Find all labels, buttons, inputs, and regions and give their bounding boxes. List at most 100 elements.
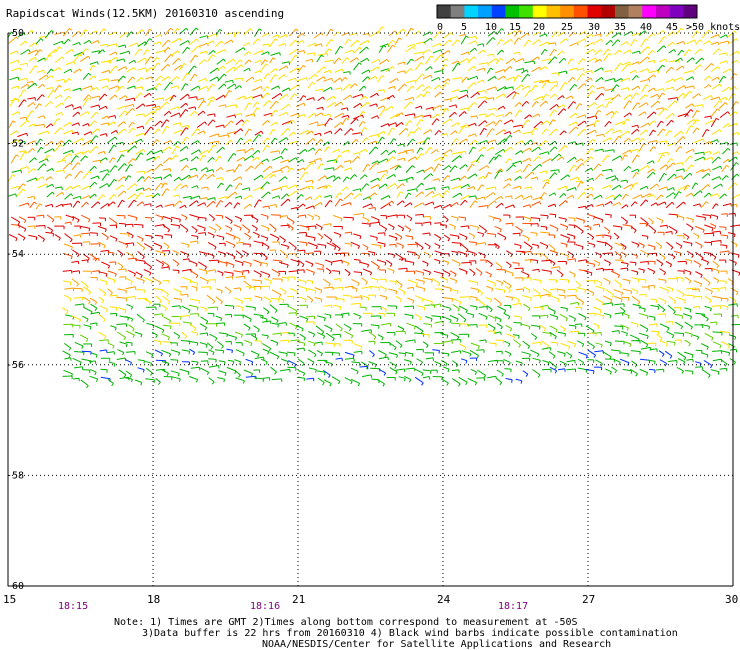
- wind-barb: [341, 186, 347, 192]
- wind-barb-tail: [494, 234, 497, 238]
- wind-barb-tail: [241, 262, 244, 266]
- wind-barb-tail: [667, 327, 670, 331]
- wind-barb-tail: [530, 251, 532, 255]
- wind-barb: [416, 182, 422, 189]
- wind-barb: [206, 169, 213, 173]
- wind-barb-tail: [439, 105, 442, 109]
- wind-barb: [728, 93, 734, 102]
- wind-barb: [368, 134, 379, 138]
- wind-barb-tail: [203, 228, 206, 232]
- wind-barb: [441, 186, 449, 189]
- wind-barb: [594, 148, 603, 152]
- wind-barb-tail: [79, 68, 82, 72]
- wind-barb: [404, 305, 414, 308]
- wind-barb: [415, 278, 425, 282]
- wind-barb-tail: [39, 49, 43, 52]
- wind-barb-tail: [47, 130, 50, 135]
- wind-barb-tail: [681, 49, 685, 53]
- wind-barb: [639, 165, 648, 171]
- wind-barb-tail: [17, 85, 20, 90]
- wind-barb-tail: [94, 193, 97, 197]
- wind-barb: [43, 154, 49, 161]
- wind-barb-tail: [465, 254, 468, 258]
- wind-barb-tail: [142, 149, 146, 153]
- wind-barb: [442, 259, 449, 263]
- wind-barb-tail: [657, 70, 660, 74]
- wind-barb: [45, 75, 52, 80]
- wind-barb-tail: [438, 238, 442, 242]
- wind-barb-tail: [628, 78, 631, 82]
- wind-barb-tail: [121, 184, 125, 188]
- wind-barb-tail: [410, 58, 414, 62]
- wind-barb-tail: [619, 284, 623, 288]
- wind-barb-tail: [608, 262, 611, 266]
- wind-barb: [710, 214, 718, 218]
- wind-barb-tail: [565, 200, 568, 204]
- wind-barb: [81, 201, 87, 208]
- wind-barb: [460, 35, 467, 45]
- wind-barb-tail: [205, 344, 208, 348]
- wind-barb: [451, 62, 459, 72]
- wind-barb: [497, 105, 504, 110]
- map-title: Rapidscat Winds(12.5KM) 20160310 ascendi…: [6, 7, 285, 20]
- wind-barb-tail: [603, 86, 605, 91]
- wind-barb-tail: [485, 316, 488, 320]
- wind-barb-tail: [204, 121, 208, 125]
- wind-barb-tail: [706, 128, 710, 132]
- wind-barb: [713, 277, 719, 281]
- colorbar-segment: [505, 5, 520, 18]
- wind-barb-tail: [430, 318, 433, 322]
- wind-barb-tail: [637, 149, 639, 153]
- wind-barb-tail: [453, 226, 457, 230]
- wind-barb: [585, 33, 592, 38]
- wind-barb-tail: [166, 125, 170, 129]
- wind-barb-tail: [537, 245, 539, 249]
- wind-barb-tail: [104, 228, 107, 233]
- wind-barb: [98, 241, 106, 246]
- wind-barb: [730, 101, 737, 110]
- wind-barb-tail: [367, 76, 371, 80]
- wind-barb: [449, 270, 457, 275]
- wind-barb-tail: [357, 156, 361, 160]
- wind-barb: [269, 38, 276, 47]
- wind-barb: [189, 27, 197, 36]
- wind-barb-tail: [279, 52, 281, 56]
- wind-barb: [557, 108, 565, 116]
- wind-barb: [656, 334, 663, 339]
- wind-barb-tail: [475, 306, 478, 310]
- wind-barb: [260, 235, 268, 239]
- wind-barb-tail: [736, 60, 739, 64]
- wind-barb: [98, 28, 104, 36]
- wind-barb-tail: [212, 54, 216, 57]
- wind-barb-tail: [626, 333, 628, 337]
- wind-barb-tail: [714, 225, 717, 230]
- wind-barb-tail: [421, 298, 424, 302]
- wind-barb: [79, 111, 88, 117]
- wind-barb-tail: [196, 185, 199, 189]
- wind-barb: [370, 277, 379, 281]
- wind-barb-tail: [15, 36, 19, 40]
- wind-barb-tail: [501, 28, 505, 31]
- wind-barb: [36, 214, 44, 217]
- wind-barb: [540, 49, 546, 56]
- wind-barb: [675, 276, 684, 279]
- wind-barb: [524, 186, 532, 189]
- wind-barb: [259, 316, 268, 320]
- wind-barb: [305, 321, 315, 323]
- wind-barb-tail: [416, 188, 418, 192]
- wind-barb: [299, 315, 308, 320]
- wind-barb-tail: [113, 178, 117, 182]
- wind-barb-tail: [438, 84, 442, 88]
- colorbar-segment: [628, 5, 643, 18]
- wind-barb-tail: [563, 104, 566, 108]
- wind-barb-tail: [511, 297, 513, 301]
- wind-barb: [314, 88, 323, 92]
- wind-barb-tail: [248, 236, 252, 240]
- wind-barb: [431, 315, 441, 318]
- wind-barb-tail: [85, 155, 88, 159]
- wind-barb: [332, 286, 343, 289]
- wind-barb: [668, 49, 675, 54]
- wind-barb-tail: [43, 70, 46, 74]
- wind-barb: [497, 49, 502, 55]
- wind-barb: [659, 323, 670, 329]
